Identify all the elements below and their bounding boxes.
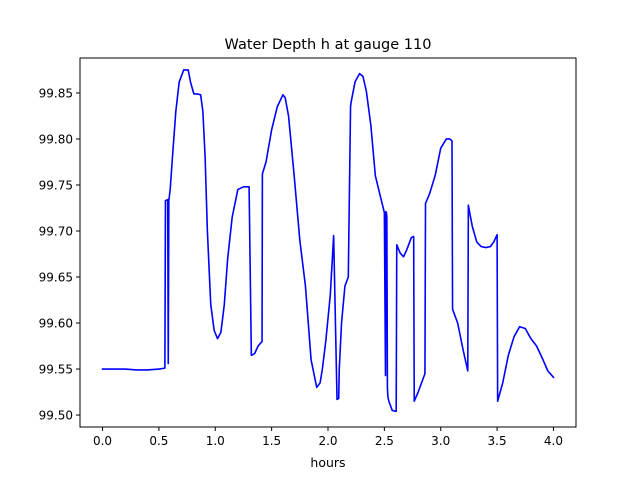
x-tick-label: 1.5	[262, 434, 281, 448]
axes: 0.0 0.5 1.0 1.5 2.0 2.5 3.0 3.5 4.0 99.50 99.55 99.…	[39, 57, 577, 448]
y-tick-label: 99.50	[39, 409, 73, 423]
y-tick-label: 99.85	[39, 86, 73, 100]
x-tick-label: 0.0	[93, 434, 112, 448]
y-tick-label: 99.80	[39, 132, 73, 146]
y-tick-label: 99.70	[39, 224, 73, 238]
x-tick-label: 3.0	[431, 434, 450, 448]
x-tick-label: 3.5	[488, 434, 507, 448]
x-tick-label: 4.0	[544, 434, 563, 448]
x-tick-label: 1.0	[206, 434, 225, 448]
x-tick-label: 0.5	[149, 434, 168, 448]
x-axis-label: hours	[310, 455, 345, 470]
y-tick-label: 99.60	[39, 317, 73, 331]
y-tick-label: 99.75	[39, 178, 73, 192]
plot-area	[101, 69, 555, 413]
y-tick-label: 99.65	[39, 271, 73, 285]
x-tick-label: 2.0	[318, 434, 337, 448]
y-tick-label: 99.55	[39, 363, 73, 377]
series-line-0	[101, 69, 555, 413]
x-tick-label: 2.5	[375, 434, 394, 448]
chart-title: Water Depth h at gauge 110	[225, 37, 432, 53]
